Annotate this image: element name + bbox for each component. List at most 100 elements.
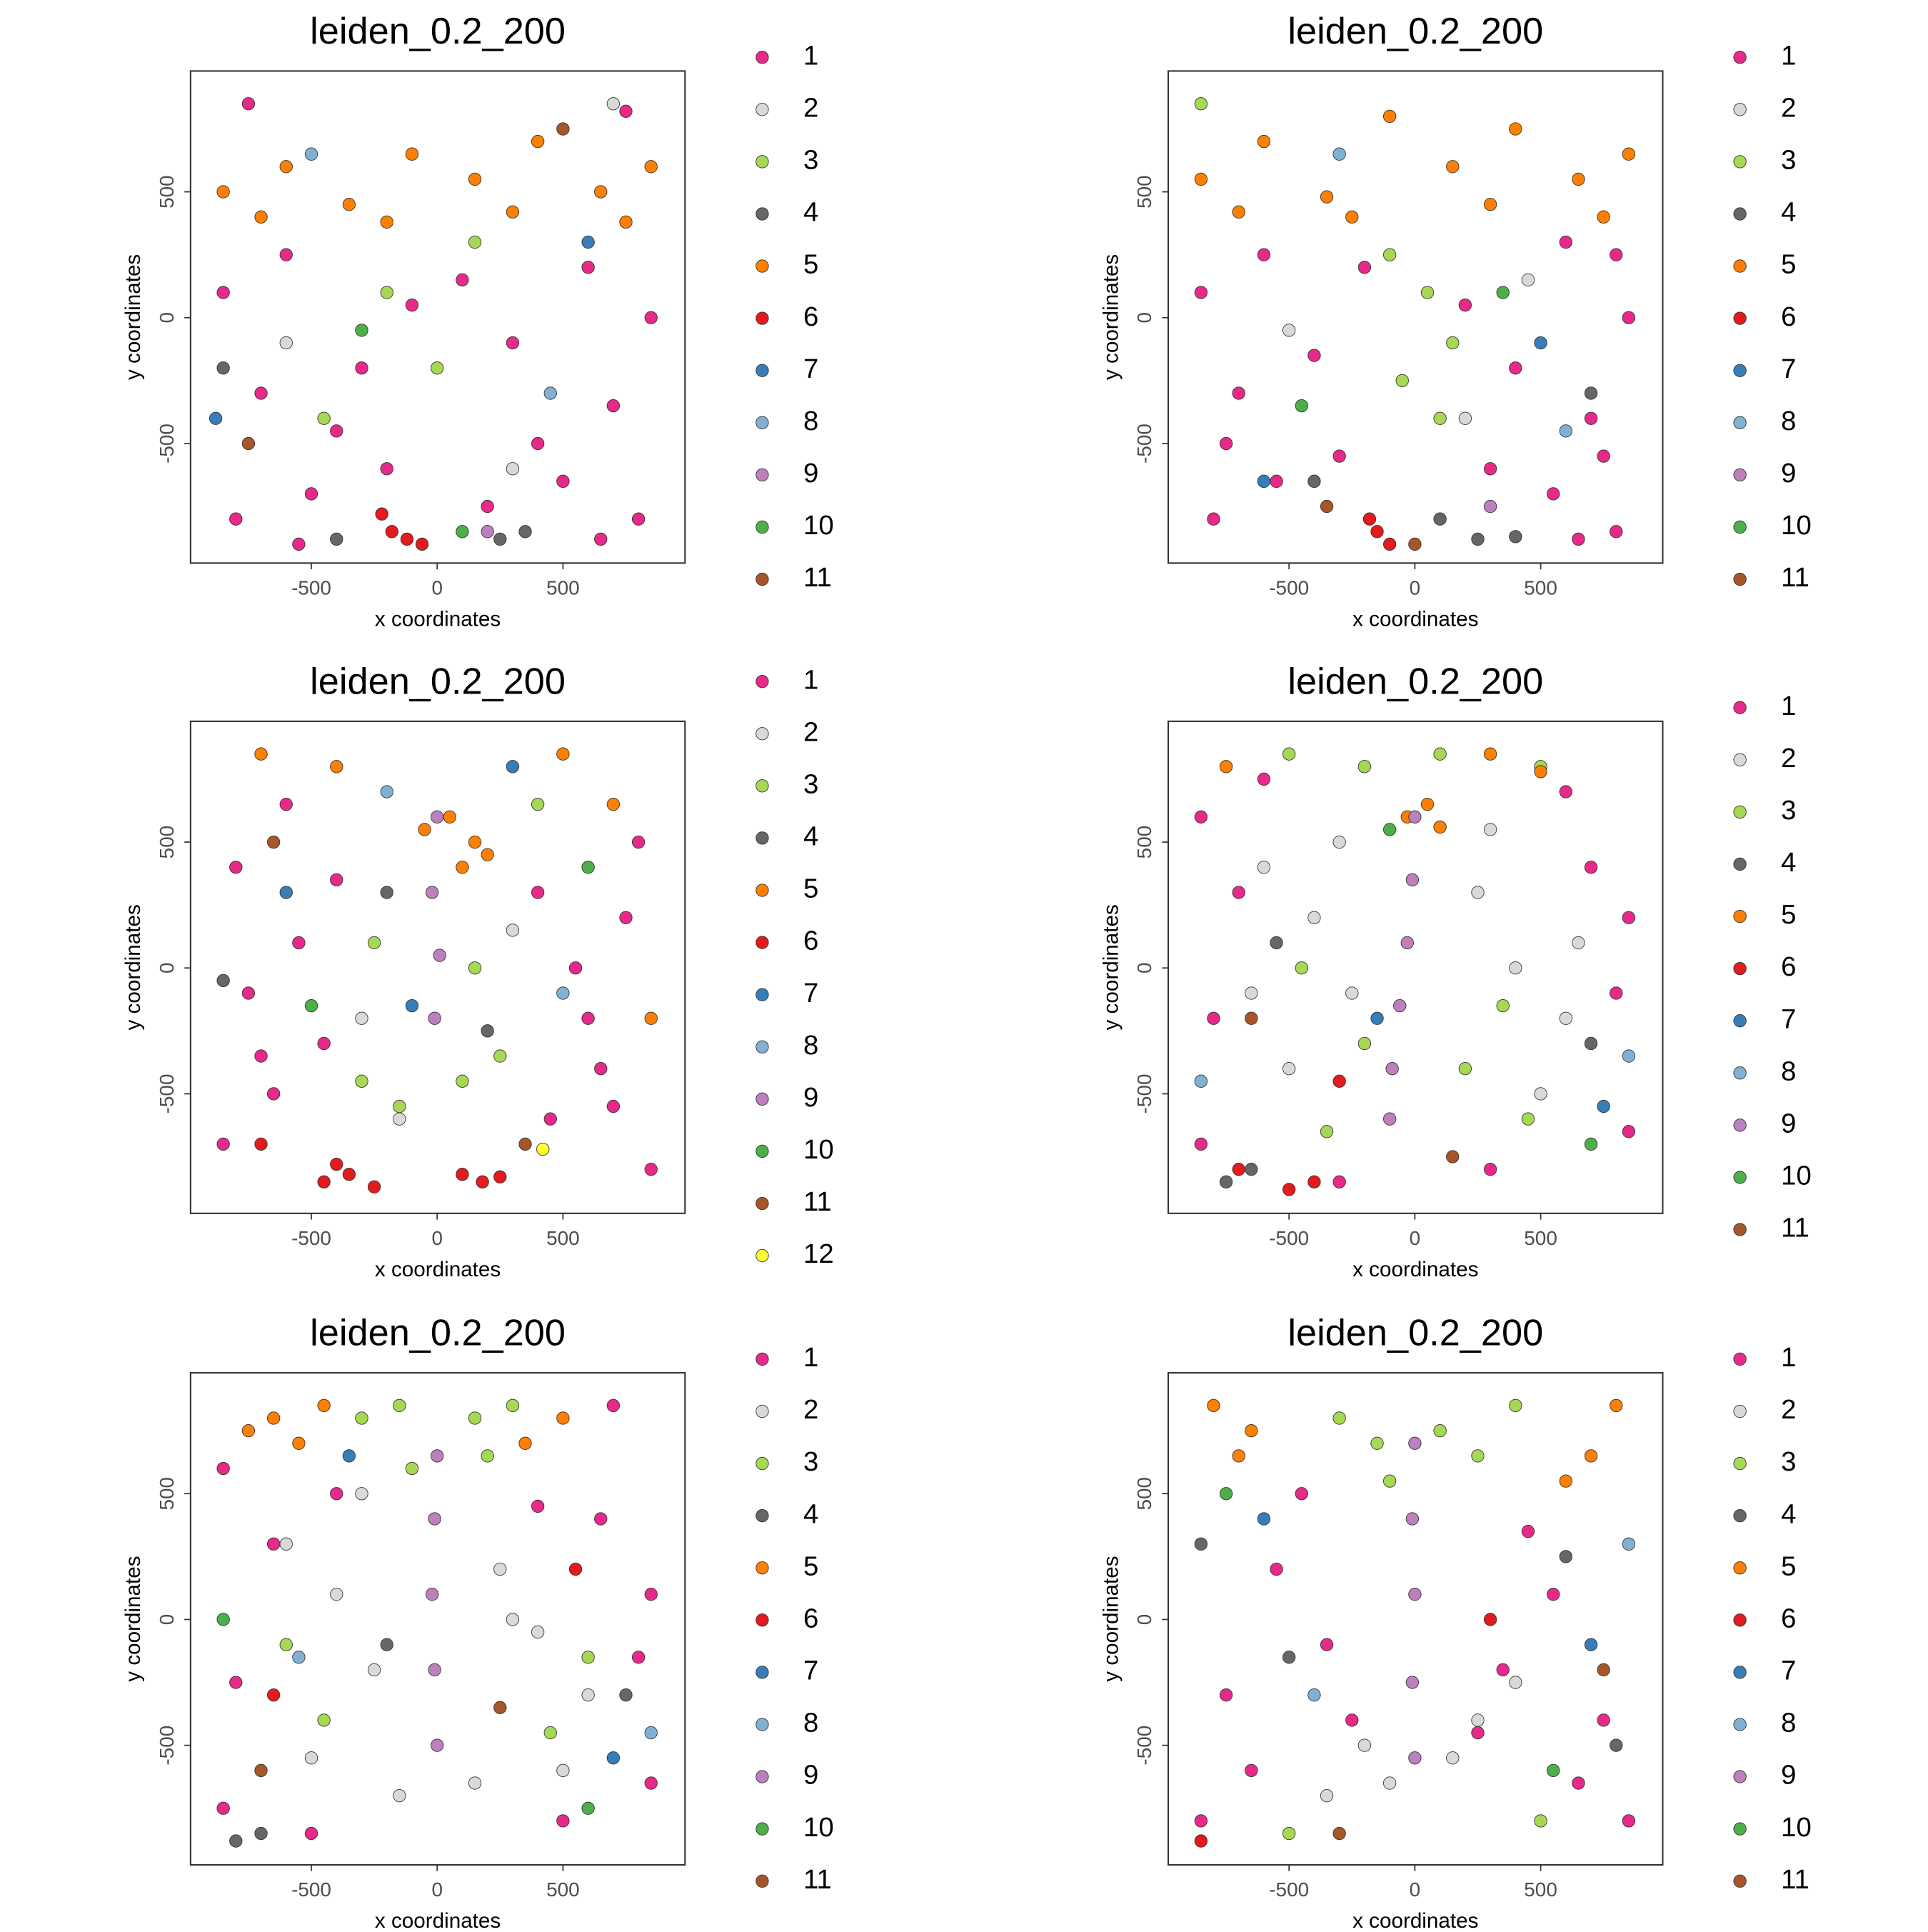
point	[1408, 537, 1422, 551]
x-axis-title: x coordinates	[375, 607, 501, 631]
point	[1584, 411, 1598, 425]
point	[1622, 1049, 1636, 1063]
point	[1382, 1776, 1397, 1790]
y-axis-title: y coordinates	[1099, 904, 1123, 1030]
point	[1345, 1713, 1359, 1727]
point	[1232, 886, 1245, 899]
legend-swatch	[755, 1456, 769, 1471]
point	[531, 886, 545, 899]
legend-label: 10	[803, 510, 834, 541]
x-tick-label: 0	[431, 576, 443, 599]
point	[1584, 1036, 1598, 1051]
point	[428, 1663, 441, 1677]
point	[1584, 1638, 1598, 1651]
point	[1547, 487, 1560, 501]
point	[1521, 1524, 1535, 1538]
point	[241, 436, 256, 451]
legend-label: 3	[1781, 145, 1796, 176]
legend-swatch	[1733, 1352, 1747, 1366]
point	[468, 835, 482, 849]
point	[631, 512, 646, 526]
point	[1496, 1663, 1510, 1677]
point	[317, 1175, 331, 1188]
point	[481, 848, 494, 861]
point	[1534, 765, 1547, 779]
legend-swatch	[1733, 103, 1747, 116]
point	[1282, 1062, 1296, 1076]
y-tick-label: 0	[156, 312, 178, 324]
point	[456, 861, 469, 874]
point	[1307, 1688, 1321, 1702]
point	[1194, 1137, 1208, 1151]
point	[481, 1449, 494, 1463]
point	[556, 1814, 570, 1828]
point	[1509, 530, 1522, 544]
legend-label: 11	[1781, 562, 1809, 593]
legend-label: 4	[803, 1498, 818, 1529]
point	[216, 973, 230, 988]
point	[1446, 336, 1460, 350]
point	[1471, 886, 1485, 899]
point	[606, 798, 621, 811]
y-tick-label: 500	[1133, 826, 1155, 859]
point	[1471, 1726, 1485, 1740]
point	[367, 1180, 381, 1193]
point	[518, 525, 532, 539]
legend-swatch	[1733, 259, 1747, 273]
point	[431, 810, 444, 824]
legend-swatch	[755, 311, 769, 325]
legend-swatch	[755, 1144, 769, 1158]
point	[606, 1751, 621, 1765]
point	[594, 1512, 608, 1526]
point	[1622, 1125, 1636, 1138]
point	[1433, 820, 1447, 834]
legend-label: 2	[1781, 92, 1796, 123]
y-axis-title: y coordinates	[121, 904, 145, 1030]
x-axis-title: x coordinates	[375, 1258, 501, 1281]
x-tick-label: 0	[1410, 1878, 1421, 1901]
point	[619, 104, 633, 118]
point	[1458, 298, 1472, 312]
legend-label: 9	[803, 458, 818, 489]
legend-swatch	[755, 884, 769, 897]
legend-label: 9	[1781, 458, 1796, 489]
point	[1471, 1713, 1485, 1727]
y-tick-label: -500	[1133, 1726, 1155, 1766]
point	[1584, 1137, 1598, 1151]
x-tick-label: 0	[431, 1227, 443, 1249]
x-tick-label: 500	[546, 576, 580, 599]
point	[1382, 537, 1397, 551]
point	[405, 1461, 419, 1476]
legend-swatch	[755, 468, 769, 482]
point	[1207, 1011, 1220, 1025]
legend-swatch	[1733, 1223, 1747, 1236]
x-tick-label: 500	[1524, 1227, 1557, 1249]
legend-label: 10	[1781, 1812, 1812, 1843]
x-axis-title: x coordinates	[1352, 1258, 1478, 1281]
legend-label: 3	[1781, 1446, 1796, 1477]
legend-swatch	[1733, 520, 1747, 534]
y-tick-label: -500	[1133, 424, 1155, 464]
plot-frame	[189, 1372, 686, 1866]
point	[536, 1142, 550, 1156]
y-tick-label: 0	[1133, 1614, 1155, 1626]
x-tick-label: 500	[546, 1878, 580, 1901]
point	[1245, 1011, 1258, 1025]
point	[481, 1024, 494, 1038]
point	[456, 1168, 469, 1181]
legend-label: 5	[1781, 1551, 1796, 1581]
y-axis-title: y coordinates	[121, 1556, 145, 1681]
legend-swatch	[755, 103, 769, 116]
point	[456, 525, 469, 539]
point	[1584, 1449, 1598, 1463]
point	[531, 436, 545, 451]
point	[254, 210, 268, 224]
chart-title: leiden_0.2_200	[310, 11, 566, 52]
point	[1245, 1163, 1258, 1176]
point	[292, 1436, 306, 1450]
point	[330, 532, 343, 546]
point	[1382, 1112, 1397, 1126]
legend-label: 4	[803, 197, 818, 228]
point	[304, 998, 318, 1013]
point	[380, 215, 393, 229]
